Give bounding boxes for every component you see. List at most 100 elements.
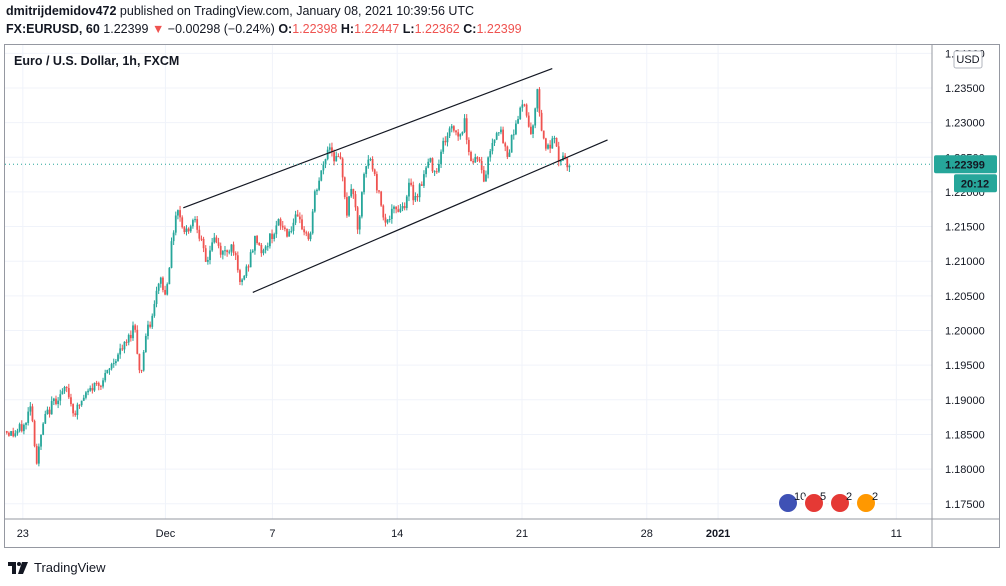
candle-body (331, 147, 333, 153)
candle-body (20, 424, 23, 432)
candle-body (100, 385, 102, 387)
candle-body (25, 422, 27, 425)
candle-body (198, 229, 201, 239)
y-tick-label: 1.20000 (945, 326, 985, 338)
trend-line (183, 68, 553, 209)
candle-body (288, 231, 291, 237)
candle-body (35, 446, 38, 464)
candle-body (219, 245, 222, 255)
candle-body (196, 219, 199, 230)
candle-body (489, 151, 492, 158)
candle-body (239, 270, 241, 282)
y-tick-label: 1.23500 (945, 83, 985, 95)
candle-body (527, 115, 530, 127)
candle-body (80, 400, 83, 406)
candle-body (335, 156, 338, 162)
candle-body (266, 246, 269, 248)
candle-body (540, 112, 543, 131)
candle-body (187, 228, 190, 232)
candle-body (328, 147, 331, 150)
low-value: 1.22362 (414, 22, 460, 36)
candle-body (455, 130, 457, 133)
candle-body (465, 118, 468, 140)
candle-body (474, 157, 477, 163)
candle-body (467, 139, 470, 153)
candle-body (397, 209, 400, 212)
candle-body (149, 324, 152, 327)
candle-body (245, 266, 248, 276)
candle-body (85, 392, 87, 398)
candle-body (337, 156, 340, 158)
candle-body (140, 370, 143, 372)
candle-body (470, 152, 472, 162)
y-tick-label: 1.19500 (945, 360, 985, 372)
candle-body (14, 433, 17, 437)
candle-body (309, 233, 312, 240)
publisher-username[interactable]: dmitrijdemidov472 (6, 4, 117, 18)
candle-body (155, 290, 158, 304)
candle-body (493, 139, 496, 144)
candle-body (283, 227, 286, 229)
candle-body (425, 167, 427, 175)
candle-body (326, 149, 329, 160)
candle-body (82, 397, 85, 401)
candle-body (386, 219, 389, 223)
candle-body (500, 129, 502, 133)
candle-body (373, 169, 376, 175)
currency-label: USD (956, 54, 979, 66)
candle-body (307, 233, 310, 240)
candle-body (450, 126, 453, 129)
candle-body (459, 134, 462, 137)
candle-body (463, 118, 466, 132)
candle-body (168, 267, 171, 285)
candle-body (5, 430, 8, 433)
candle-body (174, 215, 177, 233)
candle-body (478, 159, 481, 162)
candle-body (142, 352, 145, 371)
candle-body (303, 229, 306, 233)
candle-body (371, 159, 374, 170)
candle-body (185, 228, 188, 233)
candle-body (202, 238, 205, 249)
candle-body (260, 244, 263, 254)
candle-body (286, 228, 288, 237)
candle-body (491, 143, 494, 152)
last-price-label: 1.22399 (945, 159, 985, 171)
candle-body (48, 409, 51, 415)
candle-body (564, 155, 567, 159)
candle-body (177, 210, 179, 216)
candle-body (403, 206, 406, 209)
candle-body (236, 255, 239, 271)
candle-body (476, 157, 479, 160)
candle-body (457, 132, 460, 137)
candle-body (420, 184, 423, 186)
candle-body (354, 194, 357, 208)
candle-body (352, 188, 355, 195)
high-value: 1.22447 (354, 22, 400, 36)
candle-body (183, 227, 186, 233)
candle-body (461, 131, 464, 135)
candle-body (429, 158, 432, 162)
price-chart[interactable]: 1.17500 1.18000 1.18500 1.19000 1.19500 1.200… (5, 45, 999, 547)
event-flag-icon (829, 492, 851, 514)
candle-body (495, 133, 498, 140)
candle-body (215, 237, 218, 243)
publish-info: published on TradingView.com, January 08… (116, 4, 475, 18)
candle-body (290, 230, 293, 232)
open-value: 1.22398 (292, 22, 338, 36)
candle-body (104, 373, 107, 381)
candle-body (320, 170, 323, 181)
candle-body (162, 277, 164, 290)
candle-body (557, 146, 560, 162)
candle-body (157, 283, 160, 291)
last-price: 1.22399 (103, 22, 149, 36)
currency-badge (953, 50, 983, 69)
candle-body (506, 146, 509, 157)
candle-body (181, 217, 184, 228)
y-tick-label: 1.18500 (945, 429, 985, 441)
candle-body (553, 137, 556, 139)
event-count-label: 2 (872, 491, 878, 503)
x-tick-label: Dec (156, 528, 176, 540)
symbol-line: FX:EURUSD, 60 1.22399 ▼ −0.00298 (−0.24%… (6, 22, 522, 36)
candle-body (472, 161, 475, 163)
